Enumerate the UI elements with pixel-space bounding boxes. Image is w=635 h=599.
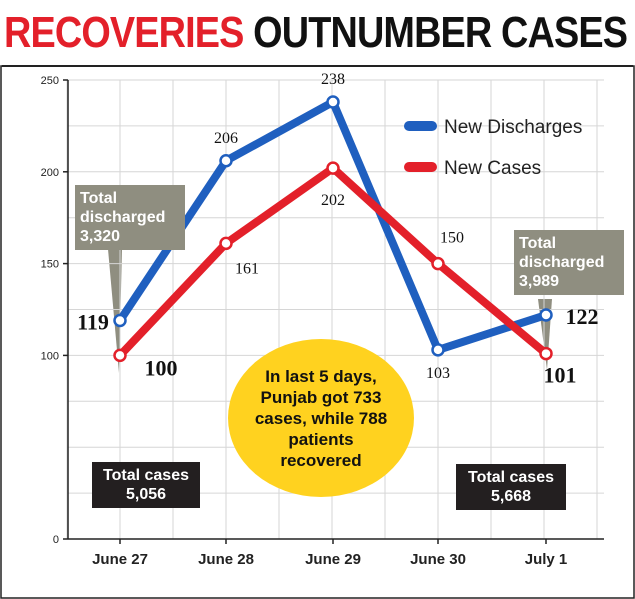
y-tick-label: 200 [41,167,59,179]
total-discharged-end-value: 3,989 [519,273,560,290]
y-tick-label: 250 [41,75,59,87]
y-tick-label: 150 [41,259,59,271]
total-cases-end-label: Total cases [468,469,554,486]
chart-title: RECOVERIES OUTNUMBER CASES [4,2,628,64]
data-point-cases [326,161,340,175]
data-point-discharges [539,308,553,322]
legend-label-discharges: New Discharges [444,117,582,138]
data-label-cases: 150 [440,230,464,247]
data-label-cases: 202 [321,192,345,209]
x-tick-label: June 30 [410,551,466,568]
title-part-black: OUTNUMBER CASES [253,8,628,57]
total-discharged-start-value: 3,320 [80,228,121,245]
y-tick-label: 0 [53,534,59,546]
callout-pointer-start [108,249,122,373]
title-part-red: RECOVERIES [4,8,244,57]
total-discharged-start-label: Total discharged [80,190,166,226]
data-point-cases [431,256,445,271]
data-label-cases: 100 [145,355,178,380]
data-label-discharges: 122 [566,304,599,329]
legend-label-cases: New Cases [444,158,541,179]
data-label-discharges: 206 [214,130,238,147]
y-tick-label: 100 [41,350,59,362]
total-cases-start-callout: Total cases 5,056 [92,462,200,508]
data-point-discharges [219,154,233,168]
data-label-discharges: 119 [77,310,109,335]
x-tick-label: June 27 [92,551,148,568]
x-tick-label: June 29 [305,551,361,568]
total-discharged-end-callout: Total discharged 3,989 [514,230,624,295]
data-point-cases [539,346,553,361]
x-tick-label: June 28 [198,551,254,568]
total-cases-start-label: Total cases [103,467,189,484]
total-cases-end-value: 5,668 [490,488,532,505]
data-point-discharges [113,313,127,328]
total-discharged-end-label: Total discharged [519,235,605,271]
x-tick-label: July 1 [525,551,568,568]
total-discharged-start-callout: Total discharged 3,320 [75,185,185,250]
data-point-discharges [326,95,340,109]
data-label-discharges: 238 [321,71,345,88]
data-point-discharges [431,343,445,357]
data-label-cases: 101 [544,363,577,388]
data-label-discharges: 103 [426,365,450,382]
data-point-cases [113,348,127,363]
summary-note-text: In last 5 days, Punjab got 733 cases, wh… [254,366,388,470]
total-cases-start-value: 5,056 [125,486,167,503]
total-cases-end-callout: Total cases 5,668 [456,464,566,510]
data-point-cases [219,236,233,251]
data-label-cases: 161 [235,260,259,277]
summary-note: In last 5 days, Punjab got 733 cases, wh… [228,339,414,497]
